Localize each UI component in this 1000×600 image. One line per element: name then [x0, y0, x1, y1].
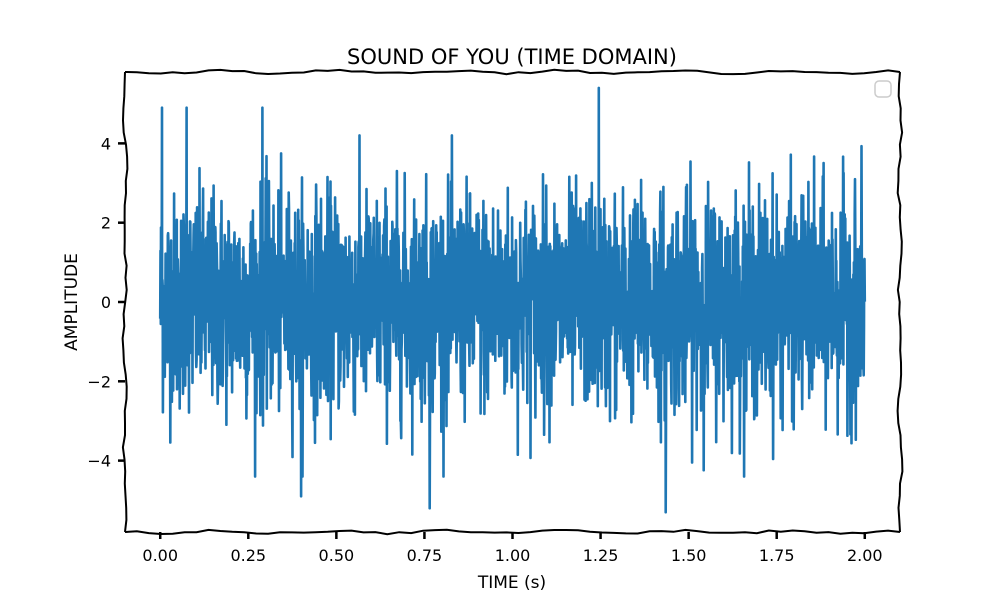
x-axis-label: TIME (s) [477, 573, 546, 593]
legend-box [874, 80, 892, 98]
y-tick-label: 0 [101, 293, 111, 312]
chart-title: SOUND OF YOU (TIME DOMAIN) [347, 45, 677, 69]
signal-series-line [158, 86, 867, 514]
plot-area: 0.00 0.25 0.50 0.75 1.00 1.25 1.50 1.75 2.00 −4 −2… [87, 68, 904, 565]
x-tick-label: 1.50 [671, 546, 707, 565]
y-tick-label: −4 [87, 452, 111, 471]
y-axis-label: AMPLITUDE [62, 253, 82, 351]
x-tick-label: 1.25 [583, 546, 619, 565]
x-tick-label: 0.00 [142, 546, 178, 565]
x-tick-label: 0.50 [319, 546, 355, 565]
y-tick-label: −2 [87, 372, 111, 391]
x-tick-label: 2.00 [847, 546, 883, 565]
axis-frame-right [896, 71, 904, 533]
y-tick-label: 2 [101, 214, 111, 233]
axis-frame-top [124, 68, 901, 76]
y-tick-label: 4 [101, 134, 111, 153]
x-tick-label: 1.75 [759, 546, 795, 565]
x-tick-label: 1.00 [495, 546, 531, 565]
x-tick-label: 0.25 [230, 546, 266, 565]
axis-frame-left [121, 71, 129, 533]
x-tick-label: 0.75 [407, 546, 443, 565]
